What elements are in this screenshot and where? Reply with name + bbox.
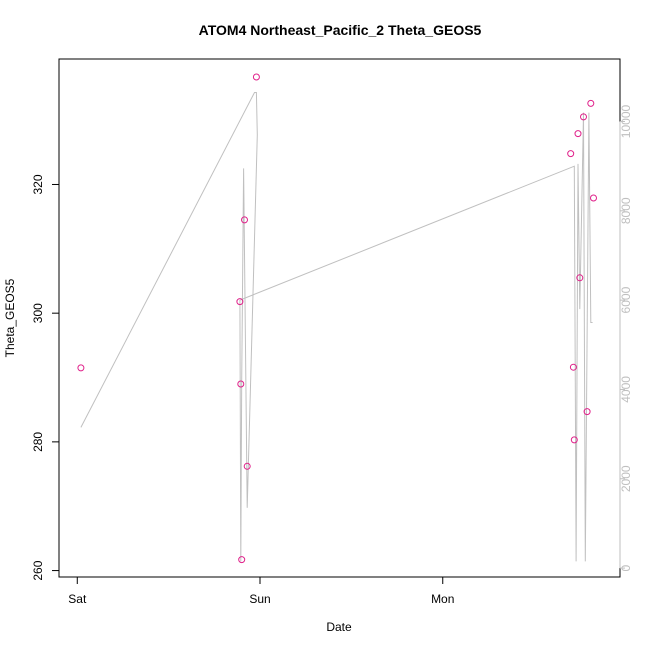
x-tick-label: Sun xyxy=(249,592,270,606)
data-point xyxy=(574,130,582,138)
data-point xyxy=(243,462,251,470)
y2-axis-right: 0 2000 4000 6000 8000 10000 xyxy=(619,104,633,571)
y-axis-label: Theta_GEOS5 xyxy=(3,278,17,357)
y2-tick-label: 10000 xyxy=(619,104,633,138)
y2-tick-label: 8000 xyxy=(619,197,633,224)
x-tick-label: Sat xyxy=(68,592,87,606)
data-point xyxy=(252,73,260,81)
data-point xyxy=(570,436,578,444)
x-axis: Sat Sun Mon xyxy=(68,576,454,606)
data-point xyxy=(590,194,597,202)
y2-tick-label: 0 xyxy=(619,564,633,571)
data-point xyxy=(587,99,595,107)
series-line xyxy=(80,92,593,562)
y2-tick-label: 4000 xyxy=(619,376,633,403)
plot-frame xyxy=(58,58,621,578)
y-tick-label: 280 xyxy=(31,432,45,452)
data-point xyxy=(77,364,85,372)
data-point xyxy=(238,556,246,564)
data-point xyxy=(237,380,245,388)
y-axis: 260 280 300 320 xyxy=(31,174,60,581)
x-tick-label: Mon xyxy=(431,592,454,606)
chart-title: ATOM4 Northeast_Pacific_2 Theta_GEOS5 xyxy=(199,22,482,38)
y2-tick-label: 6000 xyxy=(619,286,633,313)
x-axis-label: Date xyxy=(326,620,352,634)
data-point xyxy=(576,274,584,282)
y-tick-label: 260 xyxy=(31,560,45,580)
y-tick-label: 320 xyxy=(31,174,45,194)
data-point xyxy=(567,150,575,158)
data-point xyxy=(580,113,587,121)
data-point xyxy=(583,408,591,416)
y2-tick-label: 2000 xyxy=(619,465,633,492)
data-point xyxy=(241,216,248,224)
plot-area xyxy=(77,73,597,564)
data-point xyxy=(236,298,244,306)
y-tick-label: 300 xyxy=(31,303,45,323)
data-point xyxy=(569,363,577,371)
